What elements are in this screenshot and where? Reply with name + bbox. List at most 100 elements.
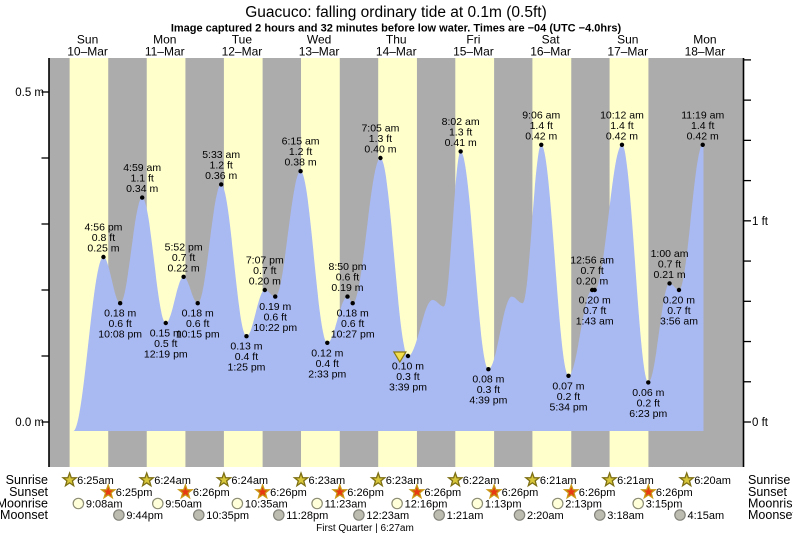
- tide-extremum-dot: [405, 353, 411, 359]
- moonset-time: 2:20am: [527, 510, 564, 522]
- tide-extremum-dot: [350, 301, 355, 306]
- sunrise-star-icon: [215, 471, 233, 488]
- high-tide-label: 5:52 pm 0.7 ft 0.22 m: [165, 241, 203, 274]
- low-tide-label: 0.18 m 0.6 ft 10:08 pm: [98, 308, 142, 341]
- tide-extremum-dot: [273, 294, 278, 299]
- moonrise-time: 11:23am: [325, 499, 367, 511]
- tide-extremum-dot: [539, 142, 544, 147]
- moonset-circle-icon: [353, 509, 365, 521]
- sunrise-time: 6:20am: [694, 475, 731, 487]
- high-tide-label: 6:15 am 1.2 ft 0.38 m: [282, 136, 320, 169]
- left-axis-label-05m: 0.5 m: [15, 87, 44, 99]
- day-date-label: 15–Mar: [453, 45, 494, 59]
- moonset-circle-icon: [674, 509, 686, 521]
- moonset-row-label-left: Moonset: [0, 508, 48, 522]
- low-tide-label: 0.07 m 0.2 ft 5:34 pm: [550, 380, 588, 413]
- high-tide-label: 8:50 pm 0.6 ft 0.19 m: [329, 261, 367, 294]
- sunrise-star-icon: [61, 471, 79, 488]
- sunmoon-layer: 6:25am 6:24am 6:24am 6:23am 6:23am 6:22am 6:21…: [61, 471, 731, 522]
- moonset-time: 3:18am: [607, 510, 644, 522]
- low-tide-label: 0.18 m 0.6 ft 10:15 pm: [176, 308, 220, 341]
- moonset-time: 11:28pm: [286, 510, 328, 522]
- moonrise-time: 3:15pm: [646, 499, 683, 511]
- day-date-label: 14–Mar: [376, 45, 417, 59]
- tide-extremum-dot: [667, 281, 672, 286]
- high-tide-label: 10:12 am 1.4 ft 0.42 m: [600, 109, 644, 142]
- moonrise-time: 1:13pm: [485, 499, 522, 511]
- tide-extremum-dot: [486, 367, 491, 372]
- sunset-time: 6:26pm: [656, 487, 693, 499]
- day-name-label: Fri: [466, 33, 480, 47]
- tide-extremum-dot: [298, 169, 303, 174]
- sunset-time: 6:26pm: [424, 487, 461, 499]
- tide-extremum-dot: [218, 182, 224, 187]
- moonrise-time: 9:50am: [165, 499, 202, 511]
- moonrise-circle-icon: [632, 497, 644, 510]
- low-tide-label: 0.15 m 0.5 ft 12:19 pm: [144, 328, 188, 361]
- sunrise-time: 6:23am: [386, 475, 423, 487]
- moonset-time: 9:44pm: [126, 510, 163, 522]
- sunset-time: 6:26pm: [347, 487, 384, 499]
- tide-extremum-dot: [676, 287, 682, 293]
- high-tide-label: 5:33 am 1.2 ft 0.36 m: [202, 149, 240, 182]
- moonrise-circle-icon: [151, 497, 164, 510]
- moonrise-circle-icon: [391, 497, 403, 510]
- tide-area: [73, 144, 704, 432]
- right-axis-label-1ft: 1 ft: [752, 216, 769, 228]
- sunrise-star-icon: [523, 471, 541, 488]
- day-date-label: 13–Mar: [299, 45, 340, 59]
- sunrise-time: 6:22am: [463, 475, 500, 487]
- moon-phase-label: First Quarter | 6:27am: [316, 523, 414, 534]
- day-date-label: 18–Mar: [685, 45, 726, 59]
- sunrise-time: 6:21am: [540, 475, 577, 487]
- tide-extremum-dot: [163, 320, 168, 326]
- tide-extremum-dot: [117, 301, 123, 306]
- sunrise-time: 6:24am: [154, 475, 191, 487]
- day-name-label: Wed: [307, 33, 331, 47]
- sunset-time: 6:26pm: [193, 487, 230, 499]
- day-date-label: 11–Mar: [145, 45, 185, 59]
- tide-extremum-dot: [139, 195, 145, 200]
- moonset-circle-icon: [433, 509, 445, 521]
- moonrise-row-label-right: Moonrise: [748, 497, 793, 511]
- axes-layer: [41, 58, 751, 467]
- tide-extremum-dot: [101, 254, 106, 260]
- moonrise-time: 10:35am: [245, 499, 288, 511]
- low-tide-label: 0.20 m 0.7 ft 3:56 am: [660, 295, 698, 328]
- sunrise-time: 6:23am: [309, 475, 346, 487]
- moonset-row-label-right: Moonset: [748, 508, 793, 522]
- day-name-label: Mon: [693, 33, 716, 47]
- sunrise-star-icon: [601, 471, 619, 488]
- high-tide-label: 11:19 am 1.4 ft 0.42 m: [681, 109, 724, 142]
- moonrise-time: 12:16pm: [405, 499, 448, 511]
- tide-extremum-dot: [646, 380, 651, 385]
- day-name-label: Sat: [542, 33, 561, 47]
- now-marker-icon: [392, 351, 407, 364]
- tide-extremum-dot: [262, 287, 267, 293]
- moonrise-row-label-left: Moonrise: [0, 497, 48, 511]
- low-tide-label: 0.18 m 0.6 ft 10:27 pm: [331, 308, 375, 341]
- tide-extremum-dot: [181, 274, 186, 279]
- page-subtitle: Image captured 2 hours and 32 minutes be…: [171, 23, 622, 35]
- tide-extremum-dot: [458, 149, 463, 154]
- sunrise-time: 6:25am: [77, 475, 114, 487]
- sunset-star-icon: [99, 483, 117, 500]
- left-axis-label-00m: 0.0 m: [15, 417, 44, 429]
- sunrise-star-icon: [446, 471, 464, 488]
- tide-extremum-dot: [592, 287, 597, 293]
- moonset-circle-icon: [113, 509, 125, 521]
- high-tide-label: 4:59 am 1.1 ft 0.34 m: [123, 162, 161, 195]
- sunrise-time: 6:24am: [231, 475, 268, 487]
- tide-extremum-dot: [700, 142, 705, 147]
- day-name-label: Mon: [153, 33, 176, 47]
- tide-extremum-dot: [345, 294, 350, 299]
- extrema-layer: 4:56 pm 0.8 ft 0.25 m 0.18 m 0.6 ft 10:08 pm 4…: [84, 109, 724, 420]
- low-tide-label: 0.08 m 0.3 ft 4:39 pm: [469, 374, 507, 407]
- moonrise-circle-icon: [72, 497, 85, 510]
- sunrise-star-icon: [292, 471, 310, 488]
- tide-extremum-dot: [619, 142, 625, 147]
- sunset-star-icon: [639, 483, 657, 500]
- sunset-time: 6:26pm: [502, 487, 539, 499]
- day-date-label: 16–Mar: [530, 45, 571, 59]
